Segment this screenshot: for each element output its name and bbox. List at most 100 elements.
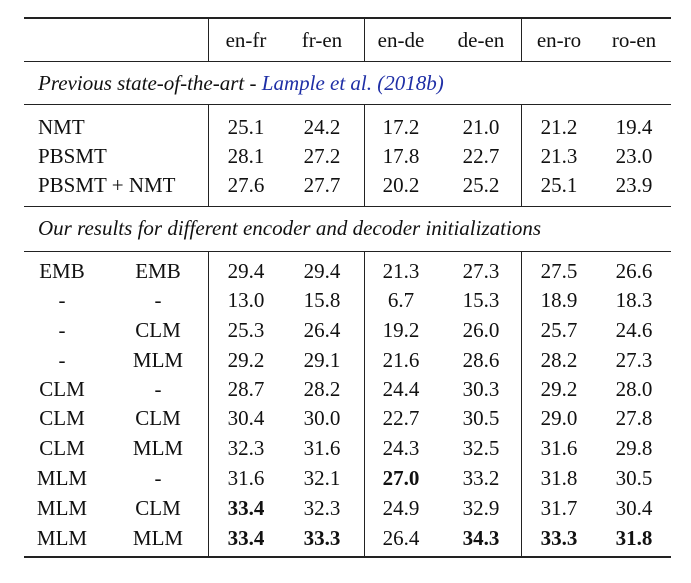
decoder-init: MLM	[132, 436, 184, 460]
table-cell: 15.3	[462, 288, 500, 312]
table-cell: 29.0	[540, 406, 578, 430]
header-rule	[24, 61, 671, 62]
encoder-init: CLM	[39, 436, 85, 460]
table-cell: 31.6	[303, 436, 341, 460]
encoder-init: MLM	[36, 496, 88, 520]
section1-title: Previous state-of-the-art - Lample et al…	[38, 69, 444, 97]
table-cell: 21.3	[540, 144, 578, 168]
section2-title-rule	[24, 251, 671, 252]
top-rule	[24, 17, 671, 19]
col-header-fr-en: fr-en	[301, 28, 343, 52]
table-cell: 23.9	[615, 173, 653, 197]
table-cell: 30.0	[303, 406, 341, 430]
table-cell: 27.8	[615, 406, 653, 430]
encoder-init: CLM	[39, 377, 85, 401]
table-cell: 19.2	[382, 318, 420, 342]
table-cell: 32.3	[303, 496, 341, 520]
decoder-init: CLM	[135, 496, 181, 520]
table-cell: 25.1	[227, 115, 265, 139]
table-cell: 29.2	[227, 348, 265, 372]
header-divider-2	[364, 19, 365, 61]
table-cell: 27.5	[540, 259, 578, 283]
table-cell: 28.7	[227, 377, 265, 401]
decoder-init: CLM	[135, 318, 181, 342]
col-header-en-de: en-de	[377, 28, 425, 52]
encoder-init: -	[58, 318, 66, 342]
table-cell: 26.4	[382, 526, 420, 550]
citation-link[interactable]: Lample et al. (2018b)	[261, 71, 444, 95]
table-cell: 33.3	[303, 526, 341, 550]
s2-divider-3	[521, 252, 522, 556]
table-cell: 28.1	[227, 144, 265, 168]
table-cell: 20.2	[382, 173, 420, 197]
table-cell: 29.4	[303, 259, 341, 283]
table-cell: 30.5	[462, 406, 500, 430]
table-cell: 32.3	[227, 436, 265, 460]
table-cell: 24.3	[382, 436, 420, 460]
table-cell: 34.3	[462, 526, 500, 550]
decoder-init: -	[154, 466, 162, 490]
table-cell: 27.3	[615, 348, 653, 372]
table-cell: 28.6	[462, 348, 500, 372]
table-cell: 31.6	[227, 466, 265, 490]
encoder-init: MLM	[36, 466, 88, 490]
table-cell: 32.1	[303, 466, 341, 490]
table-cell: 21.3	[382, 259, 420, 283]
table-cell: 33.4	[227, 526, 265, 550]
table-cell: 25.1	[540, 173, 578, 197]
table-cell: 26.4	[303, 318, 341, 342]
table-cell: 30.4	[615, 496, 653, 520]
table-cell: 24.4	[382, 377, 420, 401]
row-label: NMT	[38, 115, 85, 139]
table-cell: 23.0	[615, 144, 653, 168]
table-cell: 27.6	[227, 173, 265, 197]
decoder-init: -	[154, 377, 162, 401]
table-cell: 30.3	[462, 377, 500, 401]
col-header-en-ro: en-ro	[536, 28, 582, 52]
table-cell: 33.3	[540, 526, 578, 550]
table-cell: 29.8	[615, 436, 653, 460]
table-cell: 6.7	[387, 288, 415, 312]
section2-title: Our results for different encoder and de…	[38, 216, 541, 240]
table-cell: 27.0	[382, 466, 420, 490]
col-header-de-en: de-en	[457, 28, 505, 52]
table-cell: 25.2	[462, 173, 500, 197]
table-cell: 21.6	[382, 348, 420, 372]
table-cell: 31.8	[540, 466, 578, 490]
table-cell: 31.6	[540, 436, 578, 460]
table-cell: 15.8	[303, 288, 341, 312]
table-cell: 24.6	[615, 318, 653, 342]
section2-start-rule	[24, 206, 671, 207]
s1-divider-1	[208, 105, 209, 206]
header-divider-1	[208, 19, 209, 61]
decoder-init: EMB	[135, 259, 181, 283]
table-cell: 28.2	[540, 348, 578, 372]
table-cell: 32.9	[462, 496, 500, 520]
section1-title-rule	[24, 104, 671, 105]
table-cell: 22.7	[382, 406, 420, 430]
header-divider-3	[521, 19, 522, 61]
table-cell: 33.4	[227, 496, 265, 520]
table-cell: 27.7	[303, 173, 341, 197]
table-cell: 21.0	[462, 115, 500, 139]
table-cell: 26.0	[462, 318, 500, 342]
decoder-init: -	[154, 288, 162, 312]
table-cell: 32.5	[462, 436, 500, 460]
table-cell: 29.4	[227, 259, 265, 283]
table-cell: 18.9	[540, 288, 578, 312]
table-cell: 29.2	[540, 377, 578, 401]
table-cell: 24.2	[303, 115, 341, 139]
encoder-init: -	[58, 348, 66, 372]
table-cell: 22.7	[462, 144, 500, 168]
encoder-init: -	[58, 288, 66, 312]
encoder-init: CLM	[39, 406, 85, 430]
table-cell: 26.6	[615, 259, 653, 283]
table-cell: 28.2	[303, 377, 341, 401]
s2-divider-1	[208, 252, 209, 556]
table-cell: 30.5	[615, 466, 653, 490]
col-header-ro-en: ro-en	[611, 28, 657, 52]
table-cell: 25.3	[227, 318, 265, 342]
table-cell: 31.7	[540, 496, 578, 520]
table-cell: 13.0	[227, 288, 265, 312]
